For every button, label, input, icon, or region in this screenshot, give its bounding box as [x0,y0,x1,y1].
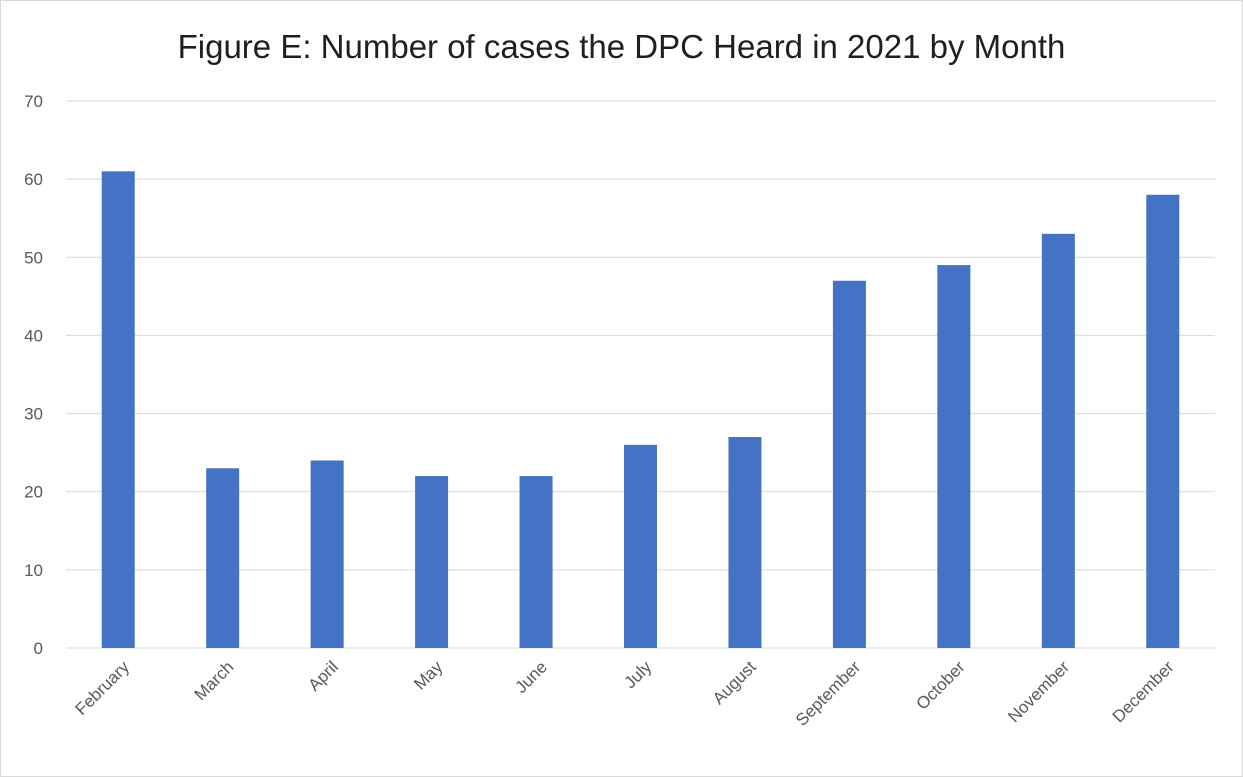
x-tick-label: May [410,657,446,693]
x-tick-label: June [511,657,551,697]
y-tick-label: 70 [24,92,43,111]
bar [519,476,553,648]
x-tick-label: November [1004,657,1073,726]
bar [624,444,657,648]
y-tick-label: 50 [24,248,43,267]
x-tick-label: August [709,657,760,708]
bar [101,171,135,649]
x-tick-label: December [1109,657,1178,726]
y-axis-ticks: 0 10 20 30 40 50 60 70 [24,92,43,658]
y-tick-label: 40 [24,326,43,345]
y-tick-label: 60 [24,170,43,189]
y-tick-label: 30 [24,405,43,424]
y-tick-label: 10 [24,561,43,580]
bar [310,460,344,648]
bar [1041,233,1075,649]
bars [101,171,1180,649]
bar [832,280,866,648]
bar [937,265,971,648]
bar [206,468,240,648]
x-tick-label: March [191,657,238,704]
x-axis-ticks: February March April May June July August Septe… [72,657,1178,730]
bar [1146,194,1180,648]
y-tick-label: 20 [24,483,43,502]
x-tick-label: February [72,657,134,719]
x-tick-label: September [792,657,864,729]
chart-title: Figure E: Number of cases the DPC Heard … [177,28,1066,65]
x-tick-label: October [912,657,968,713]
x-tick-label: April [304,657,341,694]
x-tick-label: July [621,657,656,692]
bar [728,437,762,648]
bar [415,476,449,648]
y-tick-label: 0 [34,639,43,658]
